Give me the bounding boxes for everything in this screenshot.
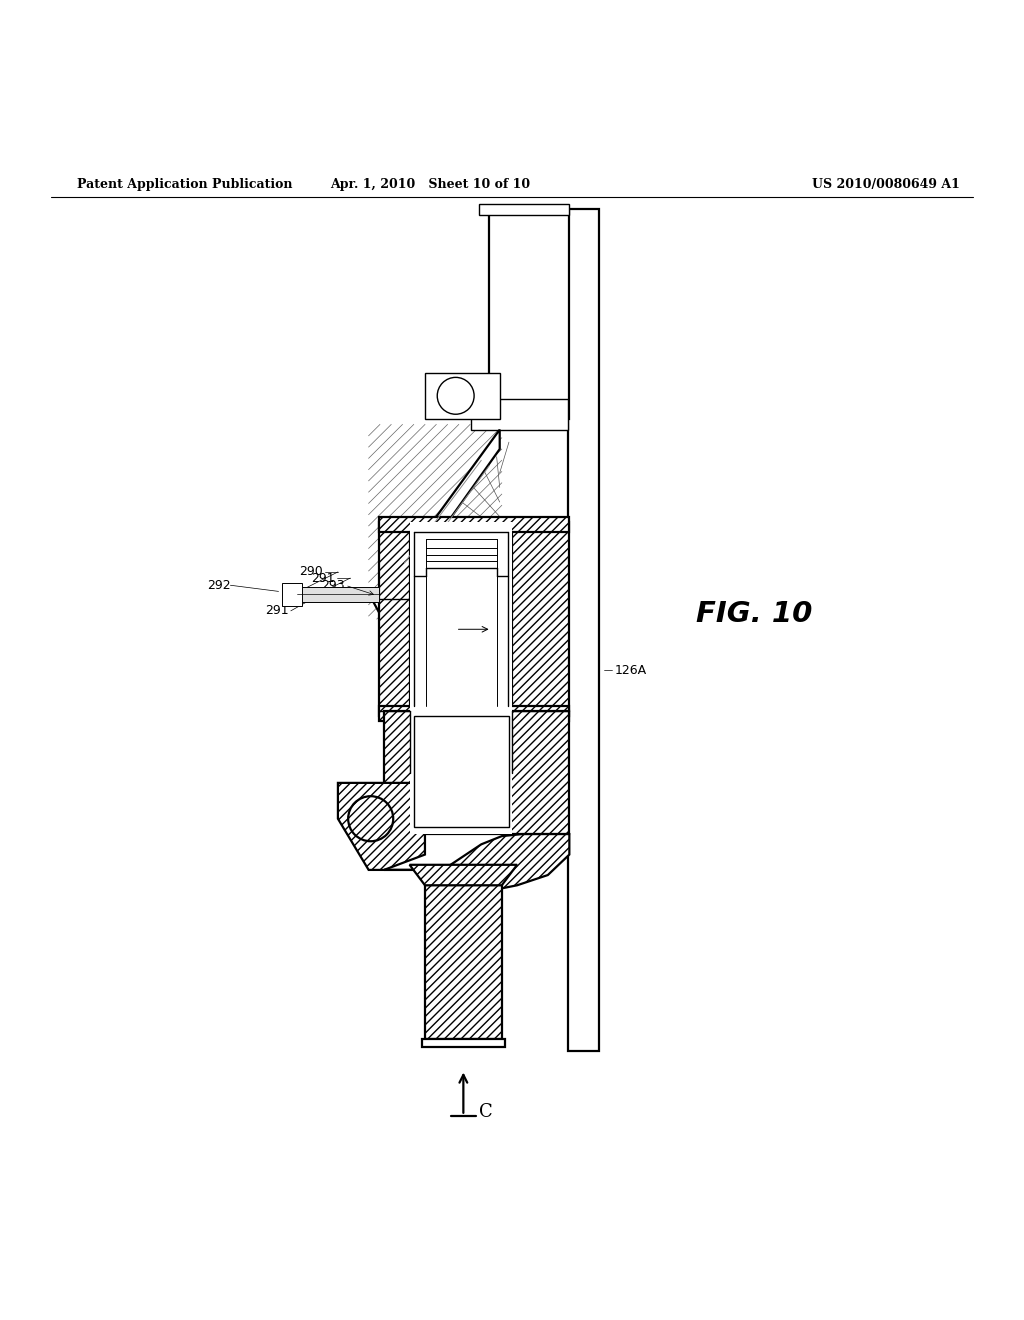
Text: FIG. 10: FIG. 10: [696, 599, 813, 628]
Polygon shape: [471, 399, 568, 429]
Polygon shape: [414, 717, 509, 826]
Text: 126A: 126A: [614, 664, 646, 677]
Text: 291: 291: [311, 572, 335, 585]
Polygon shape: [374, 429, 500, 616]
Text: 291: 291: [265, 605, 289, 618]
Polygon shape: [384, 711, 569, 834]
Polygon shape: [410, 711, 512, 834]
Text: US 2010/0080649 A1: US 2010/0080649 A1: [812, 178, 959, 191]
Polygon shape: [338, 783, 425, 870]
Polygon shape: [512, 521, 569, 717]
Polygon shape: [379, 516, 569, 532]
Polygon shape: [379, 521, 410, 717]
Polygon shape: [410, 521, 512, 717]
Text: C: C: [479, 1102, 493, 1121]
Polygon shape: [489, 210, 569, 420]
Polygon shape: [297, 587, 379, 602]
Text: Apr. 1, 2010   Sheet 10 of 10: Apr. 1, 2010 Sheet 10 of 10: [330, 178, 530, 191]
Polygon shape: [479, 205, 569, 215]
Text: 290: 290: [299, 565, 323, 578]
Polygon shape: [384, 834, 569, 891]
Text: 292: 292: [207, 578, 230, 591]
Polygon shape: [425, 886, 502, 1039]
Polygon shape: [410, 865, 517, 886]
Polygon shape: [379, 706, 569, 722]
Polygon shape: [422, 1039, 505, 1047]
Polygon shape: [282, 583, 302, 606]
Text: Patent Application Publication: Patent Application Publication: [77, 178, 292, 191]
Text: 293: 293: [322, 578, 345, 591]
Polygon shape: [425, 374, 500, 420]
Polygon shape: [568, 210, 599, 1051]
